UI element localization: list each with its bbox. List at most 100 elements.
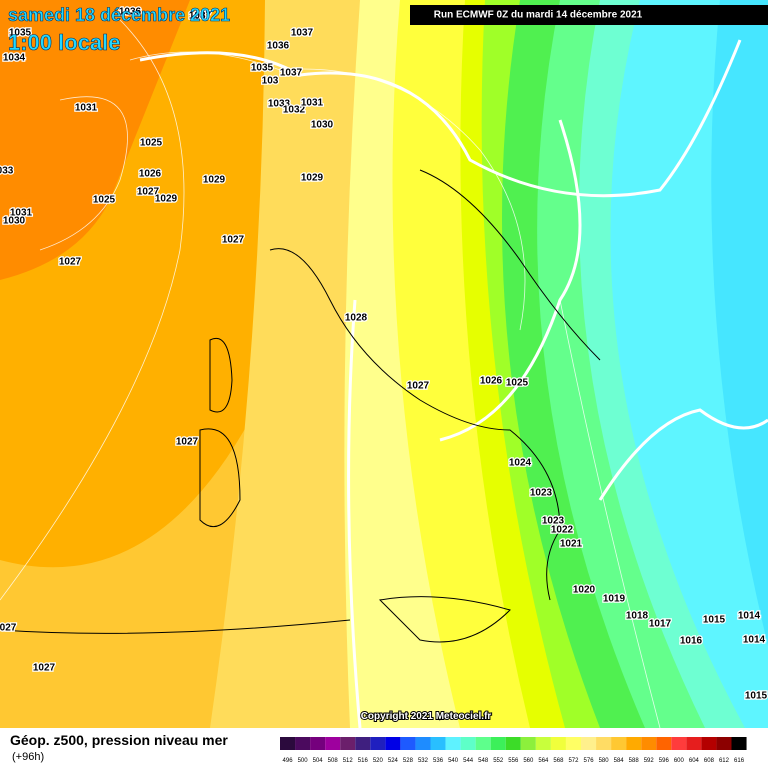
scale-label: 616 <box>734 758 745 764</box>
scale-label: 524 <box>388 758 399 764</box>
z500-lines <box>139 39 768 729</box>
pressure-label: 1027 <box>176 437 199 448</box>
run-box <box>410 5 768 25</box>
pressure-label: 027 <box>0 623 17 634</box>
pressure-label: 1035 <box>9 28 32 39</box>
band <box>0 0 190 280</box>
copyright: Copyright 2021 Meteociel.fr <box>361 711 492 722</box>
pressure-label: 1022 <box>551 525 574 536</box>
scale-label: 500 <box>298 758 309 764</box>
band <box>711 0 768 728</box>
scale-label: 588 <box>629 758 640 764</box>
contour <box>347 299 362 729</box>
coast <box>0 596 511 643</box>
scale-label: 556 <box>508 758 519 764</box>
pressure-label: 1037 <box>291 28 314 39</box>
scale-label: 572 <box>568 758 579 764</box>
pressure-label: 1025 <box>93 195 116 206</box>
scale-cell <box>596 737 612 750</box>
scale-cell <box>445 737 461 750</box>
pressure-label: 1025 <box>506 378 529 389</box>
pressure-label: 1029 <box>155 194 178 205</box>
scale-label: 504 <box>313 758 324 764</box>
pressure-label: 1027 <box>407 381 430 392</box>
scale-cell <box>385 737 401 750</box>
scale-cell <box>641 737 657 750</box>
pressure-label: 1027 <box>222 235 245 246</box>
scale-label: 584 <box>614 758 625 764</box>
pressure-label: 1034 <box>3 53 26 64</box>
scale-label: 576 <box>584 758 595 764</box>
scale-label: 512 <box>343 758 354 764</box>
pressure-label: 1025 <box>140 138 163 149</box>
pressure-label: 1015 <box>745 691 768 702</box>
pressure-label: 103 <box>262 76 279 87</box>
scale-cell <box>430 737 446 750</box>
scale-label: 508 <box>328 758 339 764</box>
scale-label: 604 <box>689 758 700 764</box>
scale-cell <box>535 737 551 750</box>
scale-label: 536 <box>433 758 444 764</box>
scale-cell <box>325 737 341 750</box>
pressure-label: 1024 <box>509 458 532 469</box>
contour <box>598 408 768 501</box>
pressure-label: 1030 <box>3 216 26 227</box>
scale-label: 552 <box>493 758 504 764</box>
coast <box>269 169 601 601</box>
pressure-label: 1020 <box>573 585 596 596</box>
scale-label: 540 <box>448 758 459 764</box>
scale-label: 612 <box>719 758 730 764</box>
pressure-label: 1032 <box>283 105 306 116</box>
pressure-label: 1014 <box>743 635 766 646</box>
scale-label: 560 <box>523 758 534 764</box>
pressure-label: 1033 <box>268 99 291 110</box>
scale-cell <box>701 737 717 750</box>
scale-label: 568 <box>553 758 564 764</box>
coastlines <box>0 169 601 643</box>
pressure-label: 1027 <box>33 663 56 674</box>
pressure-label: 1031 <box>301 98 324 109</box>
scale-cell <box>611 737 627 750</box>
pressure-label: 1023 <box>542 516 565 527</box>
isobar <box>559 299 661 729</box>
scale-cell <box>671 737 687 750</box>
pressure-label: 1035 <box>251 63 274 74</box>
color-scale: 496 500 504 508 512 516 520 524 528 532 536 540 544 5… <box>280 737 747 764</box>
scale-label: 516 <box>358 758 369 764</box>
pressure-label: 1014 <box>738 611 761 622</box>
scale-cell <box>490 737 506 750</box>
pressure-label: 1018 <box>626 611 649 622</box>
isobar <box>39 96 128 251</box>
pressure-label: 1023 <box>530 488 553 499</box>
scale-cell <box>475 737 491 750</box>
island <box>199 337 241 528</box>
lead-time: (+96h) <box>12 751 44 763</box>
pressure-label: 1019 <box>603 594 626 605</box>
pressure-label: 1027 <box>59 257 82 268</box>
scale-cell <box>656 737 672 750</box>
pressure-label: 1026 <box>139 169 162 180</box>
scale-cell <box>505 737 521 750</box>
scale-cell <box>280 737 296 750</box>
scale-cell <box>716 737 732 750</box>
pressure-label: 1016 <box>680 636 703 647</box>
pressure-label: 1031 <box>75 103 98 114</box>
valid-date: samedi 18 décembre 2021 <box>8 5 230 25</box>
scale-label: 544 <box>463 758 474 764</box>
scale-label: 532 <box>418 758 429 764</box>
scale-label: 520 <box>373 758 384 764</box>
run-info: Run ECMWF 0Z du mardi 14 décembre 2021 <box>434 10 643 21</box>
scale-cell <box>340 737 356 750</box>
scale-cell <box>565 737 581 750</box>
pressure-label: 033 <box>0 166 14 177</box>
pressure-label: 1036 <box>119 7 142 18</box>
contour <box>139 39 742 198</box>
scale-label: 548 <box>478 758 489 764</box>
scale-cell <box>550 737 566 750</box>
pressure-label: 1037 <box>189 11 212 22</box>
pressure-label: 1021 <box>560 539 583 550</box>
pressure-label: 1037 <box>280 68 303 79</box>
pressure-label: 1029 <box>203 175 226 186</box>
pressure-label: 1017 <box>649 619 672 630</box>
